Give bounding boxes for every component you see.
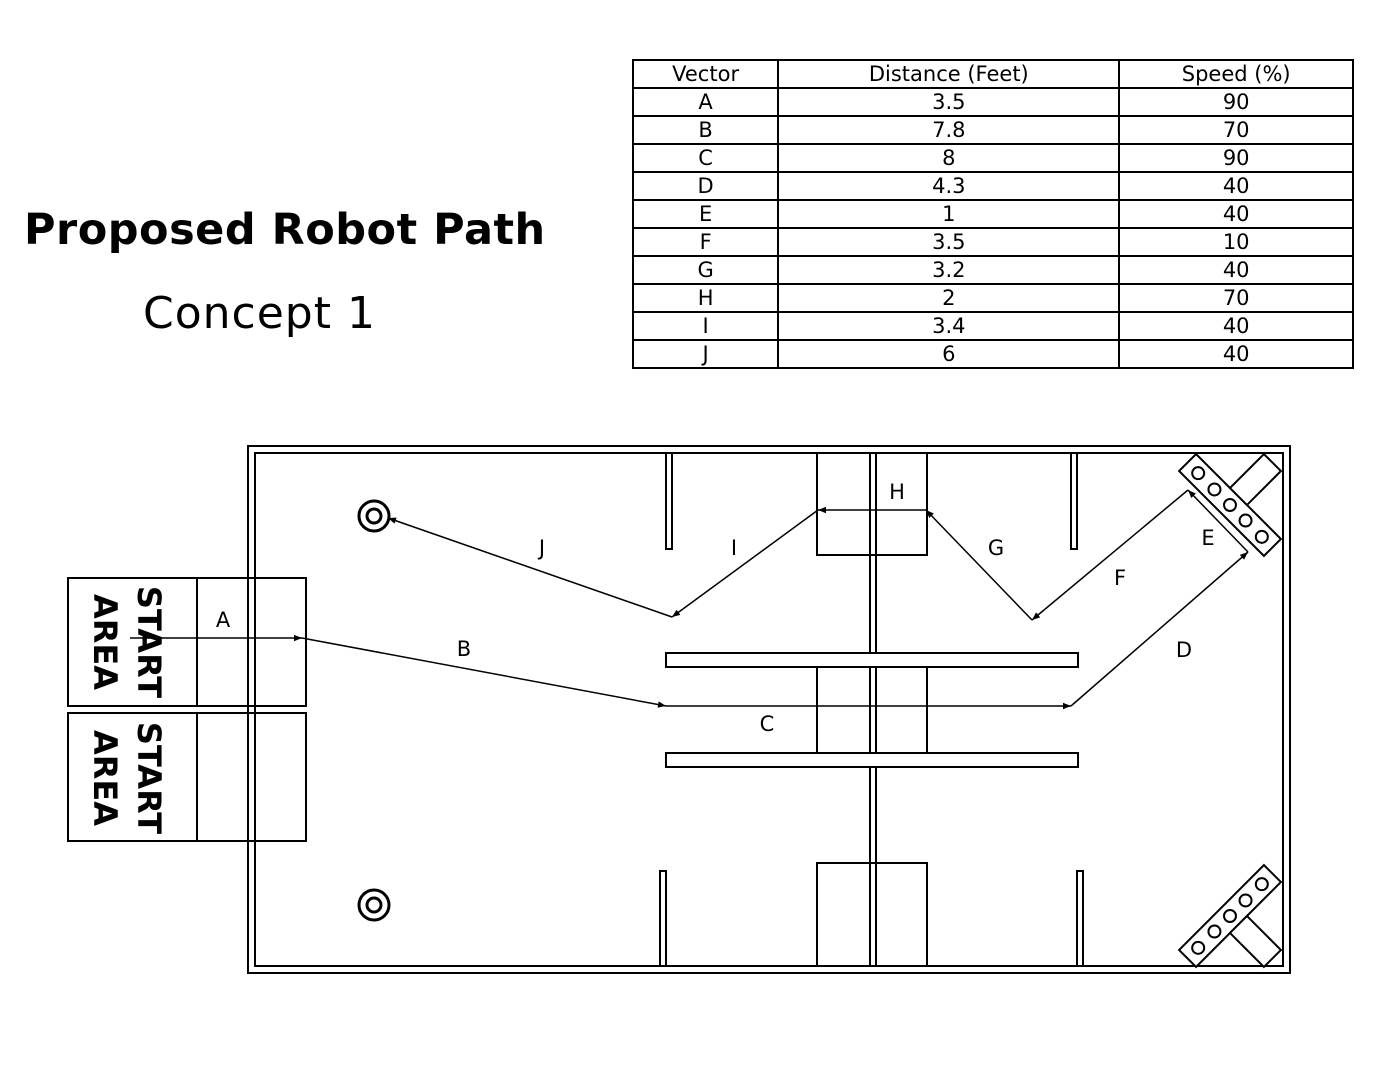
distance-cell: 3.5: [777, 87, 1121, 117]
start-area-label-line1: START: [130, 722, 168, 834]
vector-label-b: B: [457, 637, 471, 661]
table-row: F 3.5 10: [631, 227, 1354, 257]
table-row: E 1 40: [631, 199, 1354, 229]
vector-cell: C: [631, 143, 780, 173]
table-row: I 3.4 40: [631, 311, 1354, 341]
speed-cell: 70: [1118, 115, 1354, 145]
vector-f-arrow: [1031, 489, 1189, 621]
speed-cell: 90: [1118, 143, 1354, 173]
distance-cell: 3.5: [777, 227, 1121, 257]
start-area-bottom: START AREA: [67, 712, 307, 842]
wall-stub-top-right: [1070, 452, 1078, 550]
table-row: J 6 40: [631, 339, 1354, 369]
vector-label-j: J: [537, 536, 545, 560]
vector-cell: A: [631, 87, 780, 117]
distance-cell: 4.3: [777, 171, 1121, 201]
top-center-box: [816, 452, 928, 556]
wall-stub-top-left: [665, 452, 673, 550]
arena-outer-wall: [247, 445, 1291, 974]
distance-cell: 6: [777, 339, 1121, 369]
distance-cell: 8: [777, 143, 1121, 173]
vector-label-a: A: [216, 608, 231, 632]
vector-b-arrow: [301, 637, 667, 708]
table-row: H 2 70: [631, 283, 1354, 313]
vector-g-arrow: [925, 509, 1033, 621]
vector-cell: J: [631, 339, 780, 369]
vector-label-g: G: [988, 536, 1004, 560]
vector-cell: D: [631, 171, 780, 201]
table-row: A 3.5 90: [631, 87, 1354, 117]
distance-cell: 3.2: [777, 255, 1121, 285]
wall-stub-bottom-right: [1076, 870, 1084, 967]
vector-label-e: E: [1201, 526, 1214, 550]
vector-cell: E: [631, 199, 780, 229]
speed-cell: 40: [1118, 311, 1354, 341]
vector-cell: F: [631, 227, 780, 257]
vector-label-i: I: [731, 536, 737, 560]
start-area-label-line1: START: [130, 586, 168, 698]
start-area-label-line2: AREA: [86, 730, 124, 826]
start-area-label-line2: AREA: [86, 594, 124, 690]
bottom-center-box: [816, 862, 928, 967]
column-header-vector: Vector: [631, 59, 780, 89]
table-row: C 8 90: [631, 143, 1354, 173]
arena-inner-wall: [254, 452, 1284, 967]
vector-label-h: H: [889, 480, 905, 504]
vector-j-arrow: [387, 517, 673, 618]
target-circle-top: [357, 499, 391, 533]
table-row: G 3.2 40: [631, 255, 1354, 285]
speed-cell: 10: [1118, 227, 1354, 257]
vector-d-arrow: [1070, 551, 1249, 707]
speed-cell: 90: [1118, 87, 1354, 117]
vector-i-arrow: [671, 509, 819, 618]
vector-cell: G: [631, 255, 780, 285]
diagram-title: Proposed Robot Path: [24, 205, 546, 255]
center-divider: [869, 452, 877, 967]
speed-cell: 40: [1118, 171, 1354, 201]
barrier-lower: [665, 752, 1079, 768]
corner-fixture-bottom-right: [1177, 863, 1283, 969]
speed-cell: 40: [1118, 199, 1354, 229]
vector-label-f: F: [1114, 566, 1126, 590]
speed-cell: 40: [1118, 339, 1354, 369]
distance-cell: 2: [777, 283, 1121, 313]
speed-cell: 70: [1118, 283, 1354, 313]
vector-label-d: D: [1176, 638, 1192, 662]
table-row: D 4.3 40: [631, 171, 1354, 201]
distance-cell: 7.8: [777, 115, 1121, 145]
distance-cell: 1: [777, 199, 1121, 229]
vector-cell: H: [631, 283, 780, 313]
vector-cell: B: [631, 115, 780, 145]
speed-cell: 40: [1118, 255, 1354, 285]
distance-cell: 3.4: [777, 311, 1121, 341]
vector-e-arrow: [1187, 489, 1249, 553]
vector-table: Vector Distance (Feet) Speed (%) A 3.5 90 …: [631, 59, 1354, 369]
middle-center-box: [816, 666, 928, 754]
column-header-speed: Speed (%): [1118, 59, 1354, 89]
corner-fixture-top-right: [1177, 452, 1283, 558]
column-header-distance: Distance (Feet): [777, 59, 1121, 89]
vector-table-header-row: Vector Distance (Feet) Speed (%): [631, 59, 1354, 89]
wall-stub-bottom-left: [659, 870, 667, 967]
diagram-subtitle: Concept 1: [143, 288, 376, 339]
barrier-upper: [665, 652, 1079, 668]
vector-cell: I: [631, 311, 780, 341]
table-row: B 7.8 70: [631, 115, 1354, 145]
target-circle-bottom: [357, 888, 391, 922]
vector-label-c: C: [760, 712, 775, 736]
start-area-top: START AREA: [67, 577, 307, 707]
